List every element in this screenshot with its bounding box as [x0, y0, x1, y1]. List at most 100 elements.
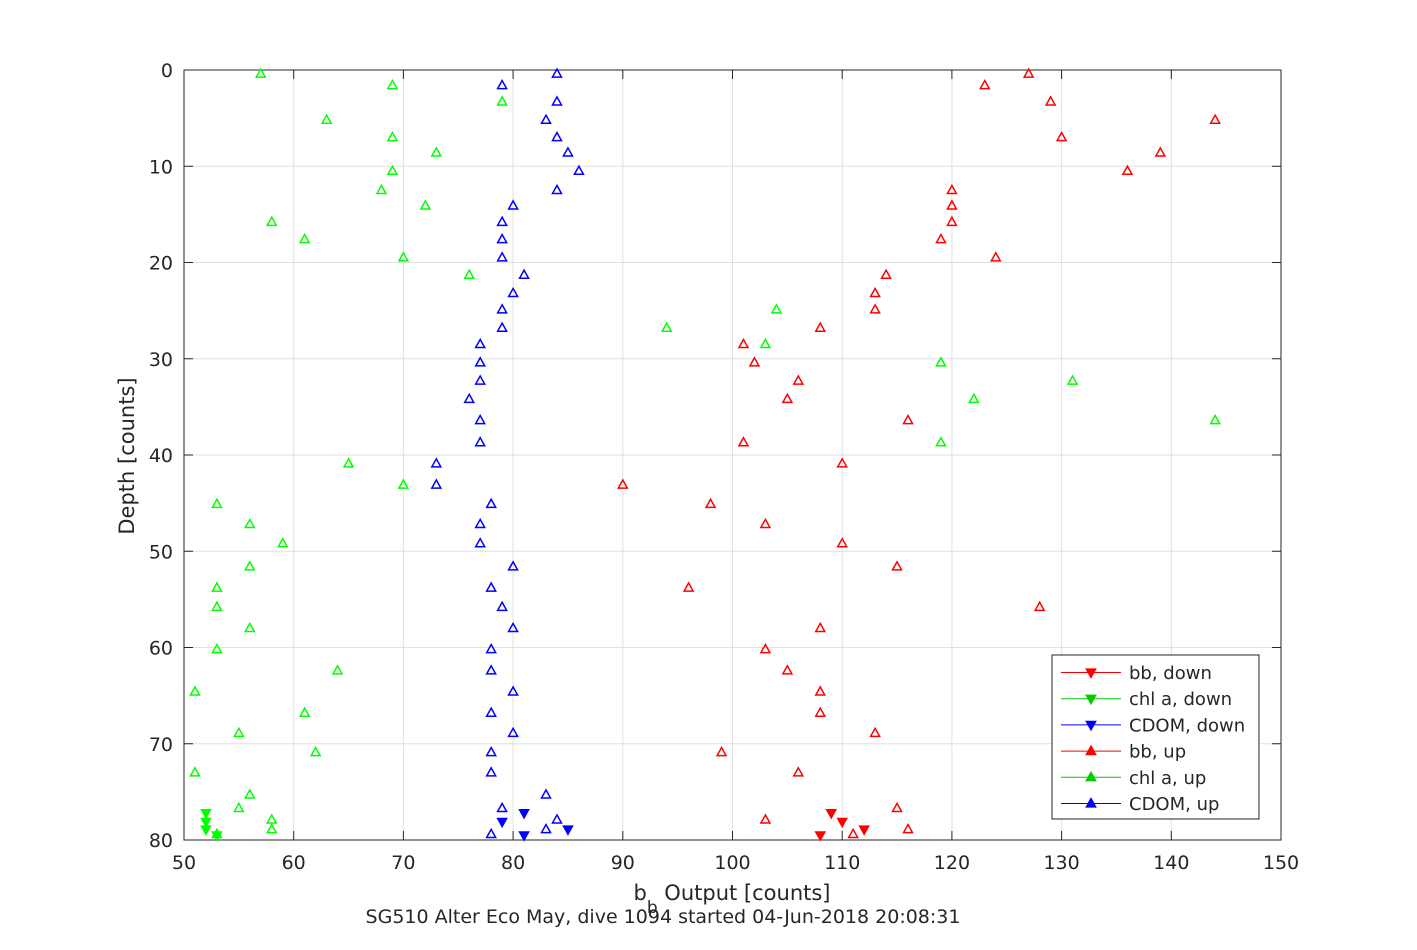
data-point	[496, 251, 508, 262]
data-point	[551, 813, 563, 824]
data-point	[331, 664, 344, 675]
data-point	[979, 78, 991, 90]
data-point	[496, 600, 508, 612]
x-tick-label: 60	[282, 852, 306, 874]
data-point	[518, 268, 530, 280]
data-point	[1209, 413, 1221, 425]
legend-label: bb, up	[1129, 742, 1186, 763]
y-tick-label: 80	[149, 830, 173, 852]
data-point	[869, 303, 881, 314]
data-point	[233, 726, 245, 738]
data-point	[551, 130, 563, 142]
legend-label: chl a, up	[1129, 768, 1206, 789]
legend-marker	[1085, 797, 1097, 808]
data-point	[748, 356, 761, 367]
legend-label: CDOM, down	[1129, 715, 1245, 736]
data-point	[463, 268, 475, 280]
data-point	[298, 232, 311, 244]
data-point	[1154, 146, 1167, 157]
legend-marker	[1085, 720, 1097, 732]
data-point	[518, 831, 530, 842]
data-point	[485, 746, 497, 757]
data-point	[562, 146, 574, 157]
data-point	[946, 199, 958, 210]
legend-entry: bb, up	[1061, 742, 1186, 763]
legend-entries: bb, down chl a, down CDOM, down bb, up chl a…	[1061, 663, 1245, 815]
data-point	[265, 823, 278, 834]
data-point	[507, 286, 519, 298]
data-point	[715, 746, 728, 757]
figure-caption: SG510 Alter Eco May, dive 1094 started 0…	[366, 906, 961, 928]
legend-marker	[1085, 694, 1097, 706]
data-point	[496, 303, 508, 314]
data-point	[320, 113, 333, 125]
x-tick-label: 100	[714, 852, 750, 874]
data-point	[276, 537, 289, 548]
x-tick-label: 130	[1043, 852, 1079, 874]
data-point	[298, 706, 311, 717]
data-point	[660, 321, 673, 332]
data-point	[1044, 95, 1057, 106]
data-point	[474, 374, 486, 385]
data-point	[496, 817, 508, 829]
data-point	[244, 560, 256, 571]
data-point	[419, 199, 432, 210]
data-point	[946, 215, 958, 227]
data-point	[463, 392, 475, 404]
data-point	[507, 560, 519, 571]
data-point	[507, 199, 519, 210]
data-point	[485, 497, 497, 509]
y-tick-label: 50	[149, 541, 173, 563]
data-points	[189, 67, 1221, 842]
legend-label: CDOM, up	[1129, 794, 1219, 815]
legend: bb, down chl a, down CDOM, down bb, up chl a…	[1051, 654, 1260, 820]
data-point	[869, 726, 881, 738]
data-point	[189, 685, 201, 696]
legend-entry: chl a, up	[1061, 768, 1206, 789]
data-point	[211, 643, 223, 654]
series-bb-up	[617, 67, 1221, 839]
data-point	[211, 600, 223, 612]
data-point	[189, 766, 201, 777]
y-tick-label: 60	[149, 638, 173, 660]
data-point	[704, 497, 717, 509]
legend-marker	[1085, 668, 1097, 679]
data-point	[880, 268, 892, 280]
data-point	[244, 788, 256, 799]
x-tick-label: 80	[501, 852, 525, 874]
data-point	[342, 457, 355, 468]
data-point	[496, 232, 508, 244]
data-point	[430, 146, 443, 157]
data-point	[891, 801, 903, 813]
data-point	[485, 827, 497, 839]
data-point	[737, 337, 750, 349]
y-axis-label: Depth [counts]	[115, 377, 139, 534]
data-point	[397, 251, 410, 262]
data-point	[540, 823, 552, 834]
data-point	[814, 321, 827, 332]
data-point	[540, 788, 552, 799]
data-point	[551, 95, 563, 106]
data-point	[551, 183, 563, 195]
data-point	[617, 478, 629, 489]
data-point	[781, 392, 794, 404]
data-point	[759, 337, 772, 349]
legend-entry: chl a, down	[1061, 689, 1232, 710]
data-point	[474, 517, 486, 529]
x-tick-label: 140	[1153, 852, 1189, 874]
data-point	[211, 497, 223, 509]
data-point	[1055, 130, 1068, 142]
legend-entry: CDOM, up	[1061, 794, 1219, 815]
data-point	[507, 621, 519, 633]
data-point	[200, 825, 212, 836]
x-axis-label-subscript: b	[647, 898, 658, 918]
data-point	[386, 130, 399, 142]
legend-box	[1051, 654, 1260, 820]
y-tick-label: 40	[149, 445, 173, 467]
x-tick-label: 70	[391, 852, 415, 874]
data-point	[814, 831, 827, 842]
series-cdom-down	[496, 809, 574, 842]
data-point	[825, 809, 838, 820]
